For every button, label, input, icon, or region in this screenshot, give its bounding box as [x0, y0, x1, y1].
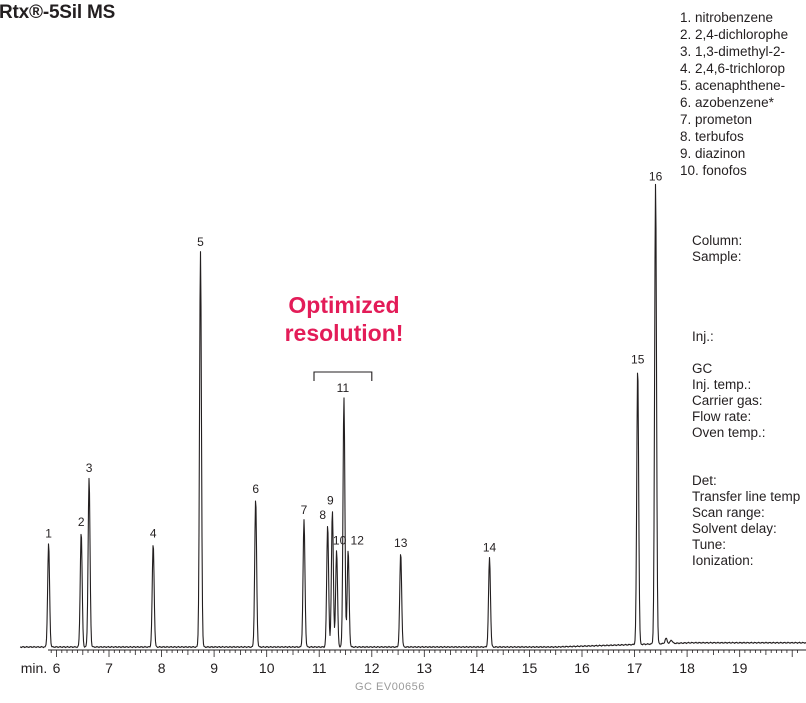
condition-label: Oven temp.:	[692, 425, 766, 440]
x-axis-label: min.	[21, 660, 47, 676]
condition-label: Ionization:	[692, 553, 754, 568]
peak-list-item: 4. 2,4,6-trichlorop	[680, 61, 786, 76]
x-tick-label: 9	[210, 660, 218, 676]
condition-label	[692, 281, 800, 297]
x-tick-label: 17	[627, 660, 643, 676]
x-tick-label: 18	[679, 660, 695, 676]
condition-label	[692, 313, 800, 329]
condition-label: Sample:	[692, 249, 742, 264]
column-title: Rtx®-5Sil MS	[0, 2, 116, 23]
condition-label	[692, 297, 800, 313]
x-axis: 6 7 8 9 10 11 12 13 14 15 16 17 18 19 min.	[21, 649, 806, 676]
chromatogram-trace	[19, 183, 806, 649]
x-tick-label: 14	[469, 660, 485, 676]
peak-label-2: 2	[78, 515, 85, 529]
condition-label	[692, 265, 800, 281]
optimized-resolution-callout: Optimized resolution!	[254, 291, 434, 347]
peak-label-12: 12	[351, 534, 365, 548]
peak-list-item: 8. terbufos	[680, 129, 744, 144]
condition-label: Scan range:	[692, 505, 765, 520]
peak-list-item: 7. prometon	[680, 112, 753, 127]
peak-list-item: 9. diazinon	[680, 146, 746, 161]
conditions-list: Column: Sample: Inj.: GC Inj. temp.: Car…	[692, 233, 800, 569]
peak-label-14: 14	[483, 541, 497, 555]
condition-label: Column:	[692, 233, 743, 248]
resolution-bracket	[313, 371, 373, 381]
condition-label: Inj. temp.:	[692, 377, 752, 392]
x-tick-label: 19	[732, 660, 748, 676]
peak-label-10: 10	[333, 534, 347, 548]
peak-label-1: 1	[45, 527, 52, 541]
condition-label: GC	[692, 361, 713, 376]
condition-label	[692, 345, 800, 361]
peak-label-11: 11	[337, 381, 350, 395]
peak-list-item: 5. acenaphthene-	[680, 78, 786, 93]
peak-list: 1. nitrobenzene 2. 2,4-dichlorophe 3. 1,…	[680, 9, 788, 179]
condition-label: Transfer line temp	[692, 489, 801, 504]
x-tick-label: 11	[312, 660, 327, 676]
peak-label-7: 7	[301, 503, 308, 517]
condition-label: Carrier gas:	[692, 393, 763, 408]
peak-label-3: 3	[86, 461, 93, 475]
condition-label: Det:	[692, 473, 717, 488]
condition-label: Tune:	[692, 537, 727, 552]
peak-label-8: 8	[319, 508, 326, 522]
condition-label: Flow rate:	[692, 409, 752, 424]
peak-list-item: 3. 1,3-dimethyl-2-	[680, 44, 786, 59]
callout-line-2: resolution!	[284, 320, 404, 346]
peak-label-16: 16	[649, 169, 663, 183]
callout-line-1: Optimized	[288, 292, 400, 318]
x-tick-label: 13	[417, 660, 433, 676]
condition-label	[692, 457, 800, 473]
condition-label: Inj.:	[692, 329, 714, 344]
peak-label-9: 9	[327, 494, 334, 508]
x-tick-label: 12	[364, 660, 380, 676]
x-tick-label: 16	[574, 660, 590, 676]
peak-list-item: 1. nitrobenzene	[680, 10, 774, 25]
x-tick-label: 15	[522, 660, 538, 676]
peak-list-item: 2. 2,4-dichlorophe	[680, 27, 789, 42]
x-tick-label: 10	[259, 660, 275, 676]
x-tick-label: 6	[53, 660, 61, 676]
x-tick-label: 7	[105, 660, 113, 676]
peak-label-6: 6	[252, 482, 259, 496]
peak-label-15: 15	[631, 353, 645, 367]
figure-code: GC EV00656	[355, 681, 425, 693]
x-tick-label: 8	[158, 660, 166, 676]
condition-label: Solvent delay:	[692, 521, 777, 536]
condition-label	[692, 441, 800, 457]
peak-label-13: 13	[394, 536, 408, 550]
peak-list-item: 10. fonofos	[680, 163, 747, 178]
peak-label-4: 4	[150, 527, 157, 541]
peak-list-item: 6. azobenzene*	[680, 95, 774, 110]
peak-label-5: 5	[197, 235, 204, 249]
